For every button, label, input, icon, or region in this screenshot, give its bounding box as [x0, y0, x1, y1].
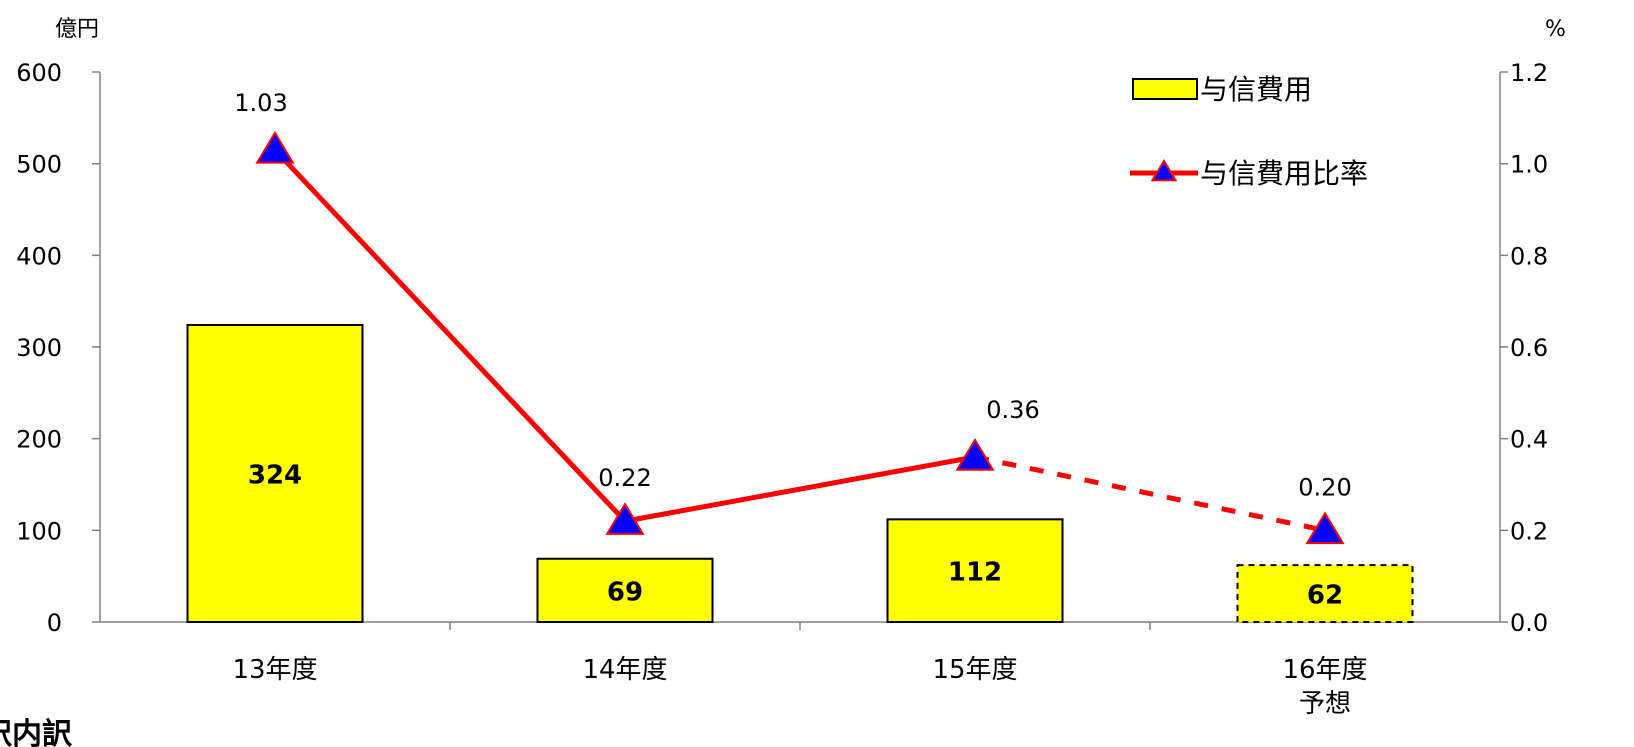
legend-line-marker: [1150, 159, 1178, 182]
category-sublabel: 予想: [1299, 689, 1351, 719]
bar-3: [1236, 564, 1414, 624]
left-tick-label: 200: [16, 426, 62, 454]
category-label: 13年度: [232, 655, 317, 685]
bar-value-label: 112: [948, 558, 1002, 588]
ratio-line-segment: [273, 148, 627, 523]
right-tick-label: 0.6: [1510, 334, 1548, 362]
left-tick-label: 600: [16, 59, 62, 87]
left-tick-label: 0: [47, 609, 62, 637]
right-tick-label: 1.0: [1510, 151, 1548, 179]
right-tick-label: 0.0: [1510, 609, 1548, 637]
category-label: 16年度: [1282, 655, 1367, 685]
left-axis-unit: 億円: [55, 17, 99, 42]
footer-text: 訳内訳: [0, 717, 73, 747]
right-tick-label: 0.2: [1510, 517, 1548, 545]
left-tick-label: 500: [16, 151, 62, 179]
ratio-marker-3: [1305, 511, 1345, 545]
legend-line-label: 与信費用比率: [1200, 157, 1368, 190]
bar-1: [536, 557, 714, 623]
legend-bar-swatch: [1132, 78, 1198, 100]
ratio-value-label: 0.36: [986, 396, 1039, 424]
right-tick-label: 0.4: [1510, 426, 1548, 454]
right-axis-unit: %: [1545, 17, 1566, 42]
bar-value-label: 69: [607, 577, 643, 607]
ratio-value-label: 1.03: [234, 89, 287, 117]
right-tick-label: 0.8: [1510, 242, 1548, 270]
category-label: 15年度: [932, 655, 1017, 685]
ratio-line-segment: [624, 454, 976, 524]
ratio-marker-2: [955, 438, 995, 471]
left-tick-label: 300: [16, 334, 62, 362]
right-tick-label: 1.2: [1510, 59, 1548, 87]
bar-2: [886, 518, 1064, 623]
bar-value-label: 62: [1307, 581, 1343, 611]
bar-value-label: 324: [248, 461, 302, 491]
ratio-line-segment: [974, 454, 1326, 533]
category-label: 14年度: [582, 655, 667, 685]
ratio-marker-1: [605, 502, 645, 535]
ratio-value-label: 0.22: [598, 464, 651, 492]
left-tick-label: 400: [16, 242, 62, 270]
ratio-value-label: 0.20: [1298, 473, 1351, 501]
bar-0: [186, 324, 364, 623]
legend-bar-label: 与信費用: [1200, 73, 1312, 106]
left-tick-label: 100: [16, 517, 62, 545]
ratio-marker-0: [255, 130, 295, 164]
